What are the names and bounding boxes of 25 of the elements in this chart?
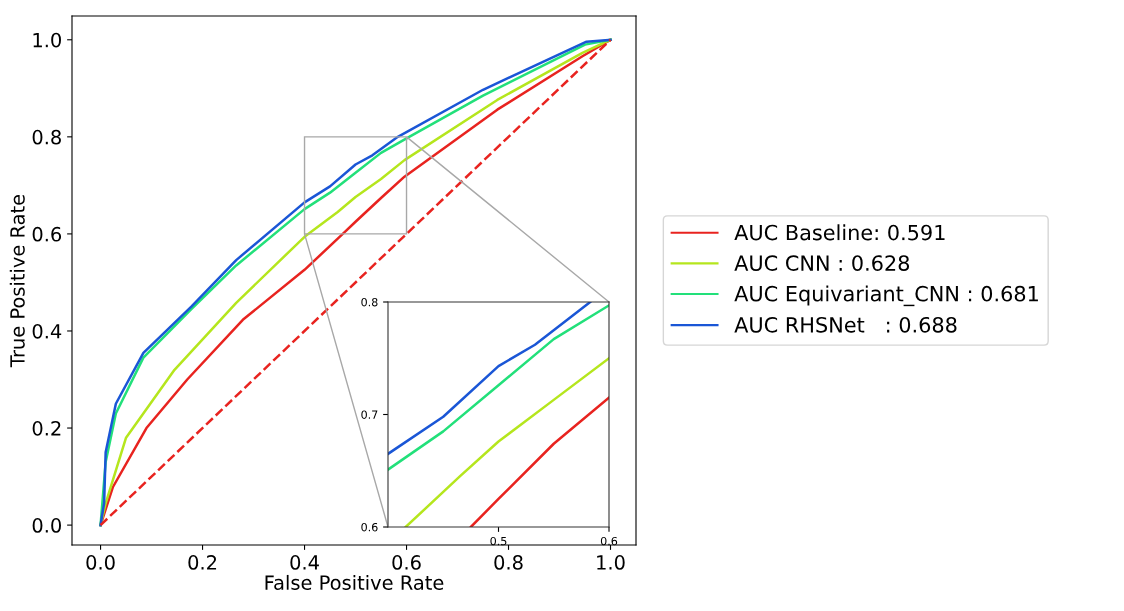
x-tick-label: 0.2: [188, 555, 217, 570]
x-tick-label: 1.0: [597, 555, 625, 570]
y-axis-title: True Positive Rate: [9, 194, 25, 368]
y-tick-label: 0.8: [32, 129, 61, 145]
line-series: [469, 396, 609, 527]
line-series: [388, 302, 592, 456]
x-tick-label: 0.4: [290, 555, 319, 570]
line-series: [404, 357, 609, 527]
legend-label: AUC Baseline: 0.591: [734, 224, 945, 241]
y-tick-label: 0.7: [361, 410, 378, 419]
x-tick-label: 0.5: [490, 536, 507, 546]
y-tick-label: 0.4: [32, 323, 62, 339]
y-tick-label: 0.6: [32, 226, 62, 242]
y-tick-label: 0.0: [32, 518, 61, 533]
x-tick-label: 0.0: [86, 555, 115, 570]
y-tick-label: 1.0: [33, 32, 61, 48]
y-tick-label: 0.2: [32, 420, 61, 436]
legend-label: AUC CNN : 0.628: [734, 255, 910, 271]
x-tick-label: 0.6: [392, 555, 421, 570]
y-tick-label: 0.8: [361, 297, 378, 307]
legend-label: AUC RHSNet : 0.688: [734, 316, 957, 333]
x-axis-title: False Positive Rate: [265, 574, 444, 590]
y-tick-label: 0.6: [361, 522, 378, 532]
legend-label: AUC Equivariant_CNN : 0.681: [734, 285, 1038, 307]
x-tick-label: 0.8: [494, 555, 523, 570]
